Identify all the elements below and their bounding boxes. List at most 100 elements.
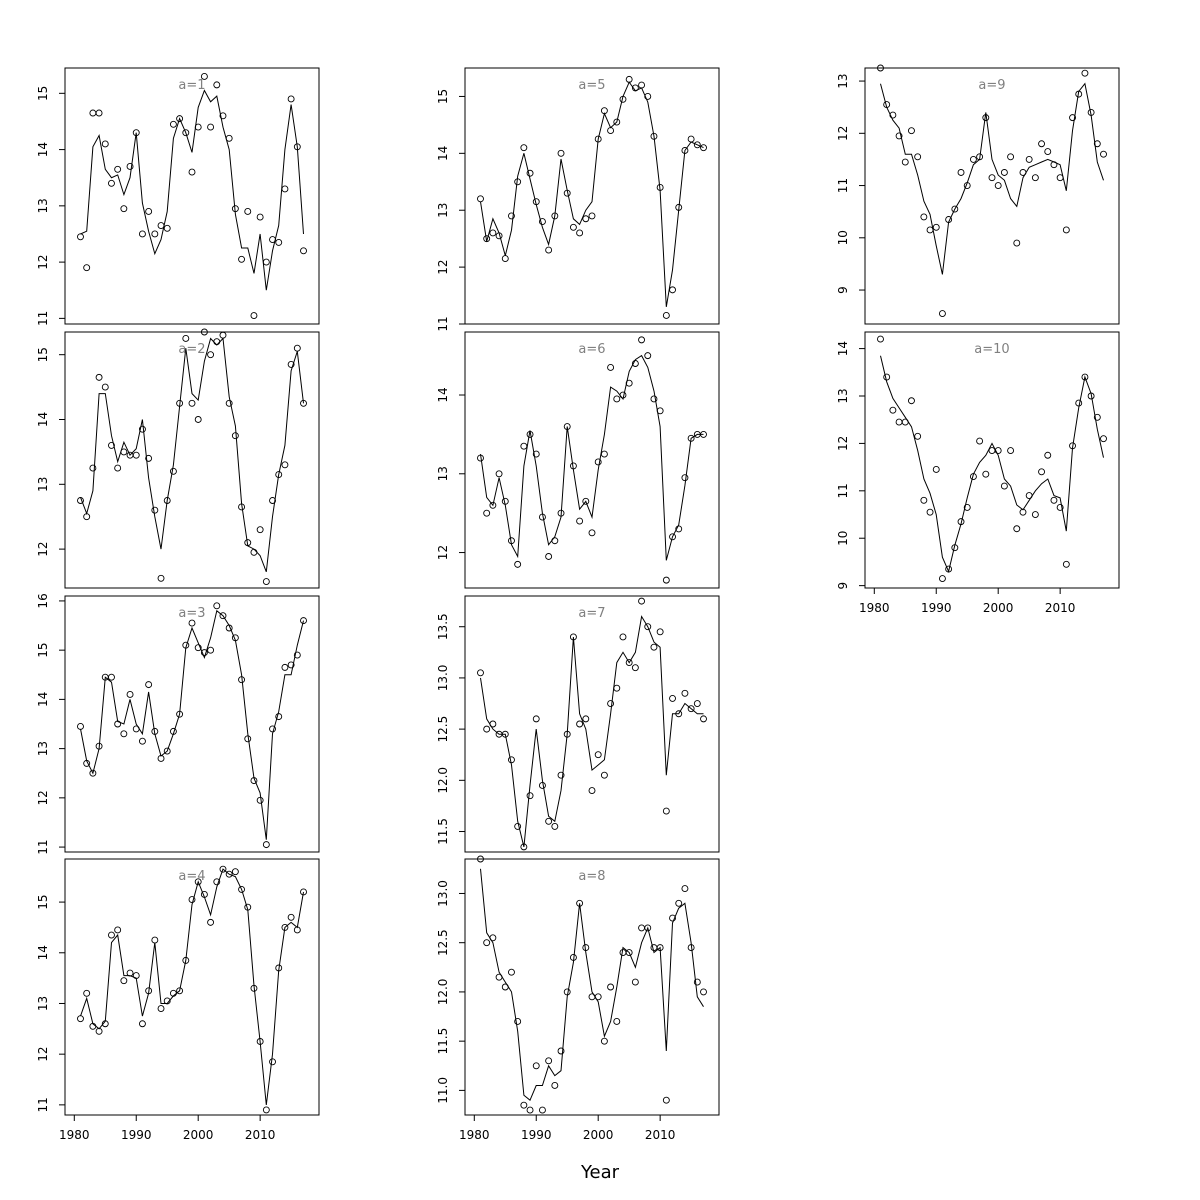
- observed-point: [1038, 468, 1046, 476]
- y-tick-label: 14: [836, 341, 850, 356]
- x-tick-label: 2010: [1045, 601, 1076, 615]
- fitted-line: [880, 355, 1104, 573]
- observed-point: [1100, 435, 1107, 443]
- observed-point: [244, 903, 252, 911]
- observed-point: [545, 246, 553, 254]
- observed-point: [982, 470, 990, 478]
- observed-point: [693, 141, 701, 149]
- observed-point: [545, 1057, 553, 1065]
- panel-a-8: 11.0 11.5 12.0 12.5 13.0 1980 1990 2000 2010 a=8: [436, 855, 720, 1142]
- observed-point: [644, 924, 652, 932]
- observed-point: [1013, 525, 1021, 533]
- observed-point: [287, 95, 295, 103]
- observed-point: [976, 437, 984, 445]
- observed-point: [262, 258, 270, 266]
- x-tick-label: 1980: [459, 1128, 490, 1142]
- observed-point: [557, 1047, 565, 1055]
- observed-point: [1081, 69, 1089, 77]
- observed-point: [1019, 508, 1027, 516]
- observed-point: [545, 817, 553, 825]
- observed-point: [157, 1005, 165, 1012]
- observed-point: [650, 643, 658, 651]
- panel-a-7: 11.5 12.0 12.5 13.0 13.5 a=7: [436, 595, 720, 853]
- observed-point: [588, 212, 596, 220]
- observed-point: [287, 360, 295, 368]
- x-axis-title: Year: [580, 1162, 620, 1183]
- observed-point: [132, 972, 140, 980]
- observed-point: [213, 878, 221, 886]
- observed-point: [675, 203, 683, 211]
- observed-point: [662, 576, 670, 584]
- observed-point: [545, 553, 553, 560]
- observed-point: [963, 503, 971, 511]
- observed-point: [514, 560, 522, 568]
- observed-point: [625, 949, 633, 956]
- observed-point: [169, 727, 177, 735]
- panel-frame: [64, 858, 320, 1116]
- observed-point: [225, 624, 233, 632]
- panel-frame: [64, 331, 320, 589]
- observed-point: [483, 509, 491, 517]
- y-tick-label: 10: [836, 531, 850, 546]
- observed-point: [300, 888, 307, 896]
- observed-point: [662, 312, 670, 319]
- observed-point: [920, 213, 928, 221]
- observed-point: [275, 238, 283, 246]
- panel-a-6: 12 13 14 a=6: [436, 331, 720, 589]
- observed-point: [644, 623, 652, 631]
- observed-point: [225, 134, 233, 142]
- observed-point: [120, 977, 128, 985]
- observed-point: [207, 646, 215, 654]
- observed-point: [520, 442, 528, 450]
- observed-point: [83, 989, 91, 997]
- observed-point: [700, 144, 707, 152]
- observed-point: [477, 669, 484, 677]
- observed-point: [600, 771, 608, 779]
- panel-a-3: 11 12 13 14 15 16 a=3: [36, 593, 320, 855]
- observed-point: [1019, 169, 1027, 176]
- observed-point: [607, 363, 615, 371]
- observed-point: [514, 1018, 522, 1025]
- x-tick-label: 1990: [121, 1128, 152, 1142]
- observed-point: [293, 344, 301, 352]
- observed-point: [563, 730, 571, 738]
- y-tick-label: 12: [36, 254, 50, 269]
- observed-point: [650, 944, 658, 952]
- observed-point: [551, 212, 559, 220]
- observed-point: [213, 81, 221, 89]
- observed-point: [213, 602, 221, 610]
- observed-point: [489, 720, 497, 728]
- y-tick-label: 10: [836, 230, 850, 245]
- observed-point: [1093, 140, 1101, 148]
- observed-point: [594, 751, 602, 759]
- observed-point: [631, 360, 639, 367]
- observed-point: [607, 127, 615, 135]
- observed-point: [681, 885, 689, 892]
- observed-point: [994, 182, 1002, 190]
- observed-point: [607, 700, 615, 707]
- observed-point: [532, 715, 540, 723]
- observed-point: [200, 328, 208, 336]
- observed-point: [495, 470, 503, 478]
- observed-point: [1050, 161, 1058, 169]
- observed-point: [89, 1022, 97, 1030]
- observed-point: [501, 497, 509, 505]
- observed-point: [225, 399, 233, 407]
- observed-point: [551, 822, 559, 830]
- observed-point: [895, 418, 903, 426]
- observed-point: [1044, 148, 1052, 156]
- observed-point: [250, 777, 258, 785]
- y-tick-label: 12.5: [436, 929, 450, 956]
- observed-point: [638, 924, 646, 932]
- fitted-line: [80, 337, 304, 572]
- y-tick-label: 14: [436, 146, 450, 161]
- panel-frame: [864, 67, 1120, 325]
- observed-point: [889, 406, 897, 414]
- observed-point: [914, 432, 922, 440]
- observed-point: [477, 195, 484, 203]
- observed-point: [1093, 413, 1101, 421]
- observed-point: [83, 759, 91, 767]
- panel-frame: [64, 595, 320, 853]
- x-tick-label: 2010: [245, 1128, 276, 1142]
- panel-label: a=3: [178, 606, 205, 621]
